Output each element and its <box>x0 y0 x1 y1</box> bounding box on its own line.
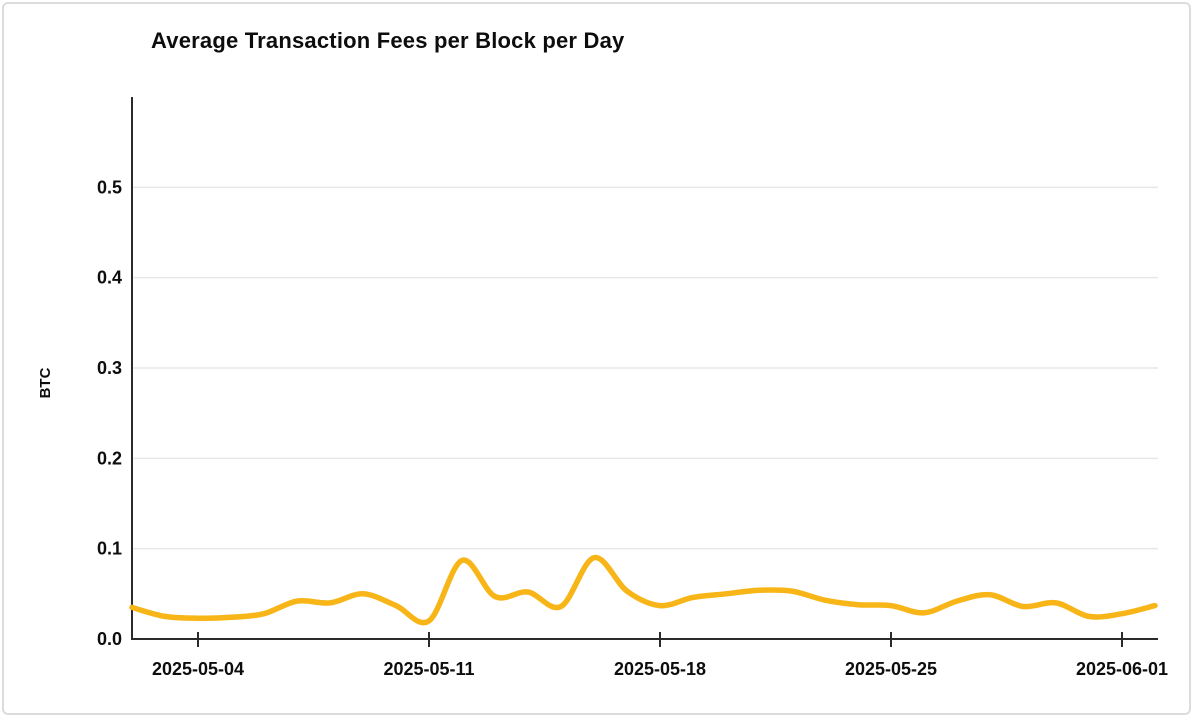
gridlines <box>132 186 1158 550</box>
x-tick-label: 2025-05-11 <box>383 659 474 679</box>
x-tick-label: 2025-06-01 <box>1076 659 1168 679</box>
x-tick-labels: 2025-05-04 2025-05-11 2025-05-18 2025-05-25… <box>152 659 1168 679</box>
x-ticks <box>197 632 1123 647</box>
fees-line-series <box>129 554 1158 626</box>
y-tick-label: 0.5 <box>97 177 122 197</box>
y-tick-label: 0.1 <box>97 539 122 559</box>
y-tick-label: 0.2 <box>97 448 122 468</box>
chart-title: Average Transaction Fees per Block per D… <box>151 28 625 53</box>
y-axis-label: BTC <box>37 367 54 398</box>
axes <box>131 97 1158 640</box>
y-tick-label: 0.0 <box>97 629 122 649</box>
y-tick-labels: 0.0 0.1 0.2 0.3 0.4 0.5 <box>97 177 122 649</box>
x-tick-label: 2025-05-25 <box>845 659 937 679</box>
x-tick-label: 2025-05-18 <box>614 659 706 679</box>
y-tick-label: 0.3 <box>97 358 122 378</box>
y-tick-label: 0.4 <box>97 268 122 288</box>
x-tick-label: 2025-05-04 <box>152 659 244 679</box>
